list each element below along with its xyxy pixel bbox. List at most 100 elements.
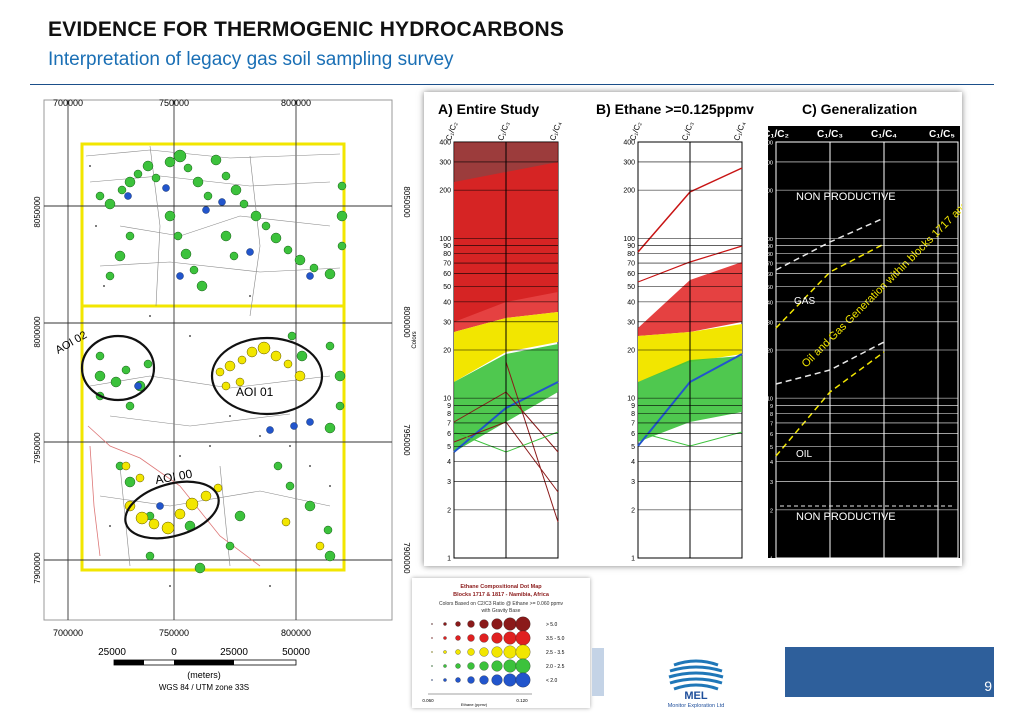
- map-boundaries: [87, 425, 261, 567]
- y-tick-label: 7: [447, 420, 451, 427]
- y-tick-label: 300: [764, 160, 773, 166]
- legend-dot: [503, 659, 517, 673]
- slide-title: EVIDENCE FOR THERMOGENIC HYDROCARBONS: [48, 18, 565, 41]
- y-tick-label: 4: [770, 460, 773, 466]
- y-tick-label: 5: [770, 445, 773, 451]
- legend-dot: [491, 674, 503, 686]
- legend-dot: [479, 661, 489, 671]
- legend-dot: [455, 677, 461, 683]
- legend-dot: [515, 630, 531, 646]
- legend-dot: [515, 616, 531, 632]
- legend-dot: [431, 679, 433, 681]
- y-tick-label: 1: [631, 556, 635, 563]
- y-tick-label: 4: [631, 459, 635, 466]
- y-tick-label: 70: [443, 261, 451, 268]
- legend-dot: [503, 631, 517, 645]
- legend-axis-min: 0.060: [422, 698, 434, 703]
- legend-dot: [455, 621, 461, 627]
- legend-dot: [515, 644, 531, 660]
- col-label-c1c2: C₁/C₂: [763, 129, 789, 140]
- y-tick-label: 50: [767, 285, 773, 291]
- aoi-00-label: AOI 00: [154, 467, 194, 487]
- legend-desc-1: Colors Based on C2/C3 Ratio @ Ethane >= …: [439, 601, 564, 607]
- legend-dot: [431, 637, 433, 639]
- y-tick-label: 50: [627, 284, 635, 291]
- legend-dot: [455, 663, 461, 669]
- y-tick-label: 9: [631, 403, 635, 410]
- legend-dot: [467, 620, 475, 628]
- y-tick-label: 80: [627, 251, 635, 258]
- y-tick-label: 70: [627, 261, 635, 268]
- svg-text:0: 0: [171, 647, 177, 658]
- map-side-label: Colors: [412, 331, 418, 348]
- y-tick-label: 30: [443, 319, 451, 326]
- y-tick-label: 80: [767, 252, 773, 258]
- map-x-tick: 700000: [53, 628, 83, 638]
- legend-dot: [491, 660, 503, 672]
- y-tick-label: 2: [447, 507, 451, 514]
- y-tick-label: 100: [764, 237, 773, 243]
- y-tick-label: 400: [439, 140, 451, 147]
- y-tick-label: 20: [627, 348, 635, 355]
- svg-text:25000: 25000: [98, 647, 126, 658]
- label-oil: OIL: [796, 449, 813, 460]
- legend-axis-title: Ethane (ppmv): [461, 702, 488, 707]
- y-tick-label: 5: [631, 444, 635, 451]
- slide-subtitle: Interpretation of legacy gas soil sampli…: [48, 49, 454, 70]
- y-tick-label: 5: [447, 444, 451, 451]
- y-tick-label: 80: [443, 251, 451, 258]
- map-projection: WGS 84 / UTM zone 33S: [159, 683, 249, 692]
- legend-dot: [479, 675, 489, 685]
- y-tick-label: 200: [623, 188, 635, 195]
- y-tick-label: 10: [627, 396, 635, 403]
- y-tick-label: 400: [764, 141, 773, 147]
- legend-dot: [443, 622, 447, 626]
- y-tick-label: 2: [770, 508, 773, 514]
- map-y-tick: 8000000: [33, 316, 42, 348]
- legend-dot: [491, 618, 503, 630]
- legend-dot: [503, 673, 517, 687]
- y-tick-label: 30: [627, 319, 635, 326]
- y-tick-label: 6: [631, 431, 635, 438]
- footer-accent: [592, 648, 604, 696]
- y-tick-label: 60: [627, 271, 635, 278]
- legend-title-2: Blocks 1717 & 1817 - Namibia, Africa: [453, 592, 550, 598]
- y-tick-label: 90: [627, 243, 635, 250]
- y-tick-label: 3: [631, 479, 635, 486]
- label-non-productive-bottom: NON PRODUCTIVE: [796, 511, 896, 523]
- y-tick-label: 9: [447, 403, 451, 410]
- logo-company-name: Monitor Exploration Ltd: [668, 703, 725, 709]
- panel-b-title: B) Ethane >=0.125ppmv: [596, 101, 754, 117]
- col-label-c1c5: C₁/C₅: [929, 129, 955, 140]
- legend-dot: [503, 617, 517, 631]
- legend-dot: [431, 665, 433, 667]
- map-y-tick: 8050000: [33, 196, 42, 228]
- y-tick-label: 8: [631, 411, 635, 418]
- y-tick-label: 3: [770, 480, 773, 486]
- column-label: C₁/C₄: [732, 120, 747, 142]
- y-tick-label: 100: [439, 236, 451, 243]
- header-rule: [30, 84, 994, 85]
- map-x-tick: 800000: [281, 628, 311, 638]
- legend-axis-max: 0.120: [516, 698, 528, 703]
- aoi-00-ellipse: [124, 480, 220, 540]
- col-label-c1c4: C₁/C₄: [871, 129, 897, 140]
- legend-dot: [479, 647, 489, 657]
- mel-logo: MEL Monitor Exploration Ltd: [660, 655, 732, 711]
- legend-dot: [455, 649, 461, 655]
- y-tick-label: 1: [447, 556, 451, 563]
- panel-c: C₁/C₂ C₁/C₃ C₁/C₄ C₁/C₅ NON PRODUCTIVE G…: [763, 126, 990, 559]
- column-label: C₁/C₄: [548, 120, 563, 142]
- dot-map-legend: Ethane Compositional Dot Map Blocks 1717…: [412, 578, 590, 708]
- legend-dot: [479, 633, 489, 643]
- y-tick-label: 40: [767, 300, 773, 306]
- y-tick-label: 10: [443, 396, 451, 403]
- y-tick-label: 6: [770, 432, 773, 438]
- map-y-tick: 8050000: [402, 186, 411, 218]
- svg-text:25000: 25000: [220, 647, 248, 658]
- map-y-tick: 7950000: [402, 424, 411, 456]
- legend-title-1: Ethane Compositional Dot Map: [460, 584, 542, 590]
- y-tick-label: 4: [447, 459, 451, 466]
- legend-dot: [443, 650, 447, 654]
- y-tick-label: 60: [443, 271, 451, 278]
